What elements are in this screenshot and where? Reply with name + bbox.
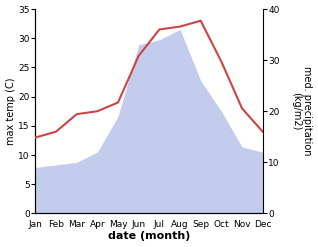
Y-axis label: max temp (C): max temp (C) — [5, 78, 16, 145]
X-axis label: date (month): date (month) — [108, 231, 190, 242]
Y-axis label: med. precipitation
(kg/m2): med. precipitation (kg/m2) — [291, 66, 313, 156]
